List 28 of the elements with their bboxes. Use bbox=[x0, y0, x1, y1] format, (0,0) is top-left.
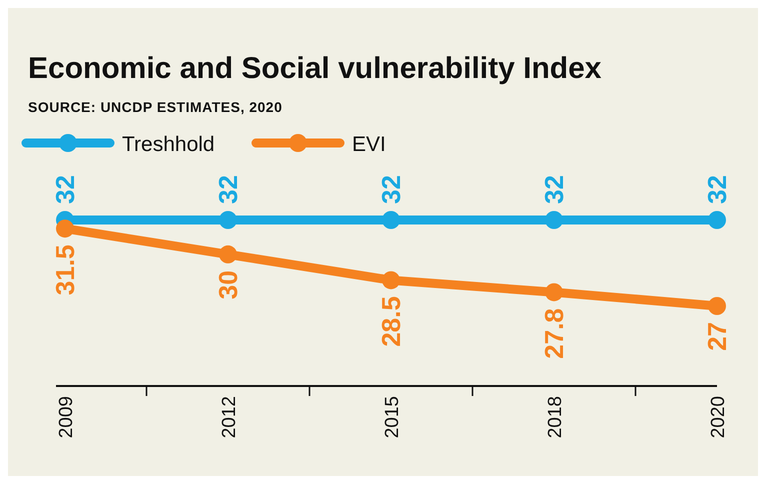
data-label: 32 bbox=[50, 175, 80, 204]
data-label: 27 bbox=[702, 322, 732, 351]
point bbox=[382, 271, 400, 290]
data-label: 32 bbox=[213, 175, 243, 204]
point bbox=[545, 211, 563, 229]
point bbox=[708, 211, 726, 229]
data-label: 31.5 bbox=[50, 244, 80, 296]
point bbox=[382, 211, 400, 229]
x-tick-label: 2009 bbox=[56, 396, 77, 438]
data-label: 30 bbox=[213, 270, 243, 300]
x-tick-label: 2012 bbox=[219, 396, 240, 438]
data-label: 32 bbox=[376, 175, 406, 204]
data-label: 28.5 bbox=[376, 296, 406, 347]
x-tick-label: 2015 bbox=[382, 396, 403, 438]
legend-label: Treshhold bbox=[122, 133, 215, 156]
point bbox=[219, 211, 237, 229]
point bbox=[219, 245, 237, 264]
point bbox=[56, 220, 74, 238]
chart-title: Economic and Social vulnerability Index bbox=[28, 52, 602, 85]
data-label: 32 bbox=[702, 175, 732, 204]
data-label: 32 bbox=[539, 175, 569, 204]
data-label: 27.8 bbox=[539, 308, 569, 359]
x-tick-label: 2018 bbox=[545, 396, 566, 438]
source-note: SOURCE: UNCDP ESTIMATES, 2020 bbox=[28, 99, 282, 115]
point bbox=[708, 297, 726, 315]
legend-label: EVI bbox=[352, 133, 386, 156]
point bbox=[545, 283, 563, 302]
x-tick-label: 2020 bbox=[708, 396, 729, 438]
